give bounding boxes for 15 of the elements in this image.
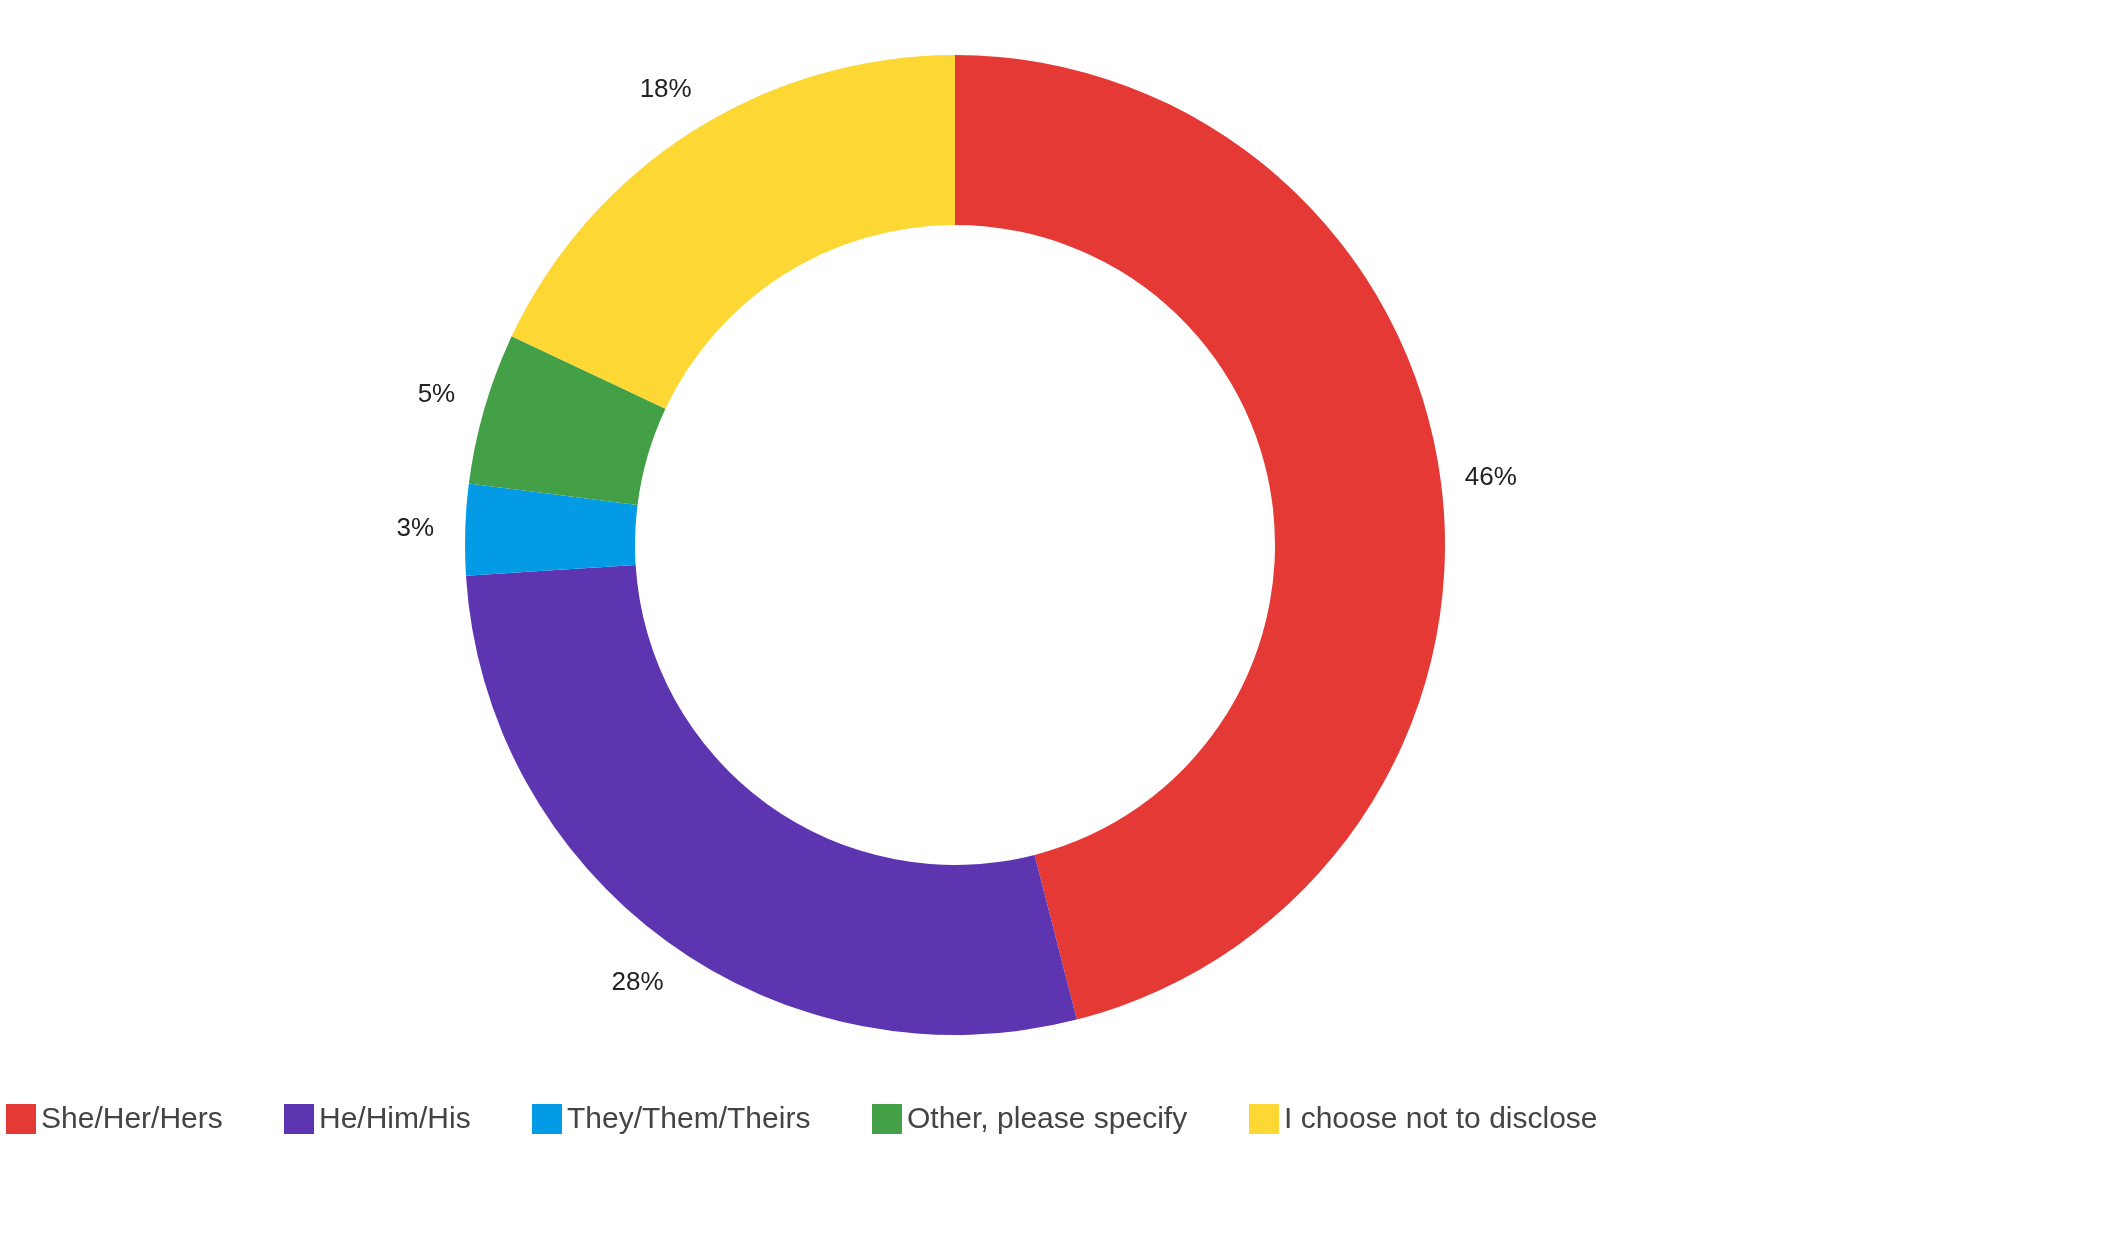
legend-label: I choose not to disclose (1284, 1101, 1598, 1134)
donut-slice (955, 55, 1445, 1020)
legend-label: They/Them/Theirs (567, 1101, 811, 1134)
donut-slice (465, 483, 638, 576)
data-label: 3% (396, 512, 435, 543)
donut-slice (465, 565, 1077, 1035)
legend-label: She/Her/Hers (41, 1101, 223, 1134)
data-label: 5% (417, 378, 456, 409)
legend-label: He/Him/His (319, 1101, 471, 1134)
legend-label: Other, please specify (907, 1101, 1188, 1134)
data-label: 18% (639, 73, 692, 104)
donut-slice (468, 336, 666, 505)
data-label: 46% (1464, 461, 1517, 492)
donut-slice (511, 55, 955, 409)
data-label: 28% (611, 965, 664, 996)
